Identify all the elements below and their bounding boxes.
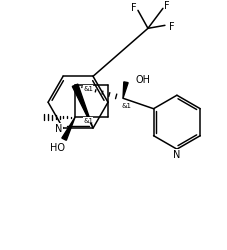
Polygon shape <box>72 85 93 129</box>
Polygon shape <box>62 118 75 141</box>
Text: HO: HO <box>49 142 65 152</box>
Text: F: F <box>164 1 170 11</box>
Text: &1: &1 <box>122 103 132 109</box>
Text: F: F <box>131 3 137 13</box>
Text: N: N <box>55 124 63 134</box>
Text: &1: &1 <box>83 86 93 92</box>
Text: &1: &1 <box>83 118 93 124</box>
Text: OH: OH <box>136 75 151 85</box>
Text: F: F <box>169 22 175 32</box>
Polygon shape <box>123 82 128 99</box>
Text: N: N <box>173 150 181 160</box>
